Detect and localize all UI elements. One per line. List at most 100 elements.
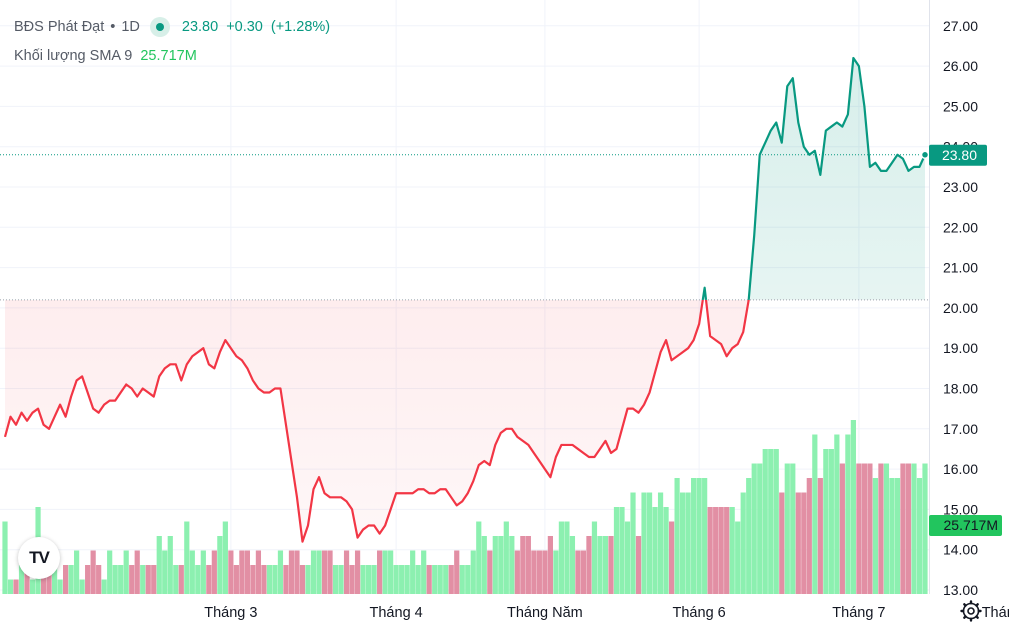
volume-bar (283, 565, 289, 594)
volume-bar (316, 550, 322, 594)
price-change: +0.30 (226, 19, 263, 35)
volume-bar (354, 550, 361, 594)
volume-bar (184, 521, 190, 594)
y-tick-label: 19.00 (943, 340, 978, 356)
y-tick-label: 26.00 (943, 58, 978, 74)
volume-bar (454, 550, 460, 594)
volume-bar (145, 565, 151, 594)
volume-bar (255, 550, 262, 594)
volume-bar (856, 463, 862, 594)
x-tick-label: Tháng 3 (204, 605, 257, 621)
volume-bar (272, 565, 278, 594)
volume-indicator-label[interactable]: Khối lượng SMA 9 (14, 48, 133, 64)
volume-bar (118, 565, 124, 594)
volume-bar (487, 550, 493, 594)
volume-bar (448, 565, 454, 594)
volume-bar (591, 521, 598, 594)
volume-bar (426, 565, 432, 594)
volume-bar (613, 507, 620, 594)
volume-bar (713, 507, 719, 594)
volume-bar (261, 565, 267, 594)
volume-bar (327, 550, 333, 594)
volume-bar (79, 579, 85, 594)
volume-bar (388, 550, 394, 594)
volume-bar (233, 565, 239, 594)
volume-bar (784, 463, 790, 594)
volume-bar (332, 565, 339, 594)
y-tick-label: 22.00 (943, 219, 978, 235)
volume-bar (228, 550, 234, 594)
volume-bar (189, 550, 195, 594)
volume-bar (382, 550, 388, 594)
volume-bar (878, 463, 884, 594)
volume-bar (641, 492, 647, 594)
volume-badge-label: 25.717M (944, 517, 998, 533)
volume-bar (140, 565, 146, 594)
volume-bar (365, 565, 372, 594)
volume-bar (872, 478, 879, 594)
volume-bar (13, 579, 19, 594)
volume-bar (239, 550, 245, 594)
volume-bar (421, 550, 427, 594)
volume-bar (801, 492, 807, 594)
area-fill-up (702, 58, 925, 300)
volume-bar (883, 463, 890, 594)
volume-bar (156, 536, 162, 594)
price-line-down (3, 299, 750, 543)
volume-bar (178, 565, 184, 594)
x-tick-label: Tháng Tám (982, 605, 1009, 621)
volume-bar (839, 463, 845, 594)
volume-bar (277, 550, 284, 594)
gear-icon[interactable] (960, 600, 982, 622)
volume-bar (867, 463, 873, 594)
volume-bar (685, 492, 691, 594)
volume-bar (911, 463, 917, 594)
volume-bar (806, 478, 812, 594)
volume-bar (101, 579, 107, 594)
volume-bar (751, 463, 757, 594)
volume-badge (929, 515, 1002, 536)
interval-label[interactable]: 1D (121, 19, 140, 35)
volume-bar (151, 565, 157, 594)
symbol-name[interactable]: BĐS Phát Đạt (14, 19, 105, 35)
volume-bar (51, 565, 58, 594)
volume-bar (746, 478, 752, 594)
volume-bar (768, 449, 774, 594)
volume-bar (62, 565, 69, 594)
volume-bar (514, 550, 520, 594)
last-price: 23.80 (181, 19, 219, 35)
volume-bar (134, 550, 140, 594)
volume-bar (29, 579, 36, 594)
volume-bar (195, 565, 201, 594)
volume-bar (57, 579, 63, 594)
x-tick-label: Tháng Năm (507, 605, 583, 621)
volume-bar (845, 434, 851, 594)
volume-bar (795, 492, 801, 594)
tradingview-logo-icon[interactable]: TV (18, 537, 60, 579)
volume-bar (112, 565, 118, 594)
volume-bar (123, 550, 129, 594)
volume-bar (2, 521, 8, 594)
x-tick-label: Tháng 6 (673, 605, 726, 621)
volume-bar (779, 492, 785, 594)
volume-bar (724, 507, 730, 594)
volume-bar (520, 536, 526, 594)
volume-bar (46, 565, 52, 594)
volume-bar (509, 536, 515, 594)
volume-bar (558, 521, 565, 594)
volume-bar (266, 565, 273, 594)
volume-bar (305, 565, 311, 594)
volume-bar (498, 536, 504, 594)
volume-bar (564, 521, 570, 594)
volume-bar (200, 550, 206, 594)
volume-bar (597, 536, 603, 594)
volume-bar (547, 536, 553, 594)
price-badge (929, 144, 987, 166)
volume-bar (630, 492, 636, 594)
volume-bar (167, 536, 173, 594)
volume-bar (663, 507, 669, 594)
volume-bar (569, 536, 576, 594)
volume-bar (404, 565, 410, 594)
volume-bar (525, 536, 531, 594)
